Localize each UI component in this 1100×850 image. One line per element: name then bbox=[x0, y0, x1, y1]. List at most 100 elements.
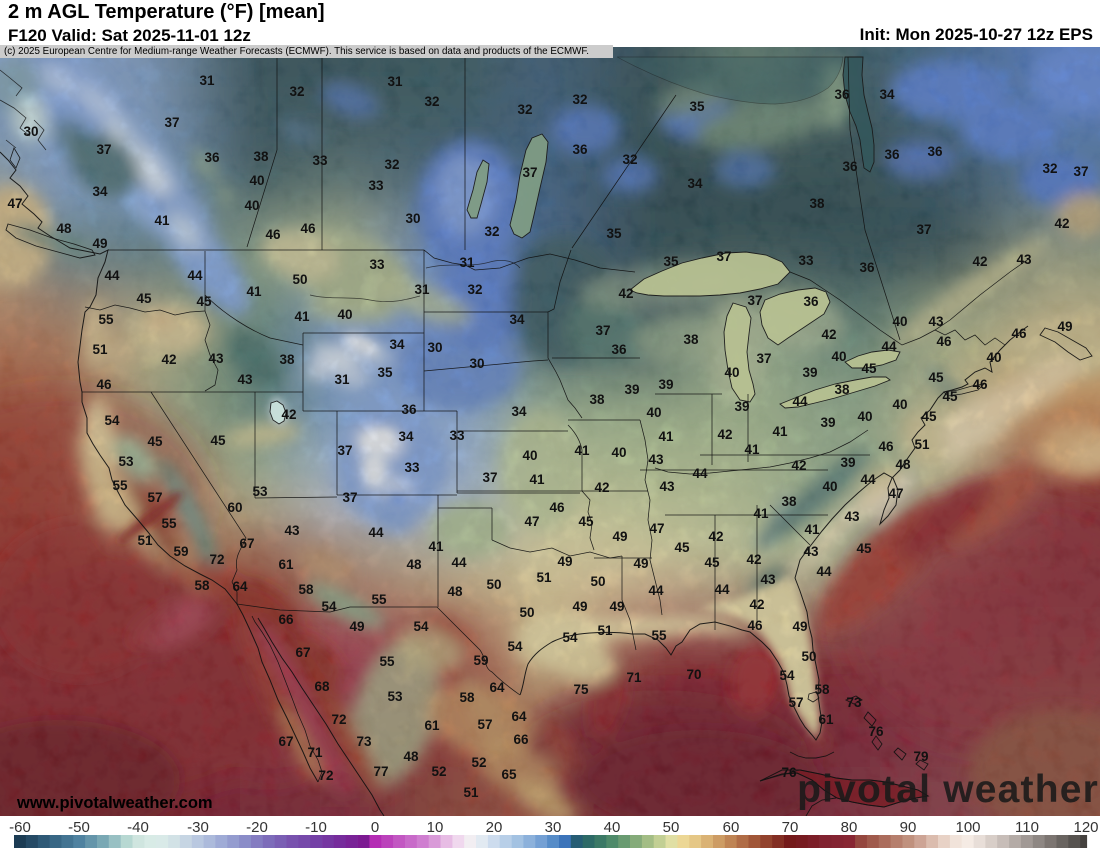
svg-text:36: 36 bbox=[611, 342, 627, 357]
svg-text:58: 58 bbox=[459, 690, 475, 705]
svg-text:37: 37 bbox=[482, 470, 497, 485]
svg-text:42: 42 bbox=[821, 327, 836, 342]
svg-text:42: 42 bbox=[594, 480, 609, 495]
svg-text:40: 40 bbox=[337, 307, 352, 322]
svg-text:31: 31 bbox=[334, 372, 350, 387]
svg-text:58: 58 bbox=[298, 582, 314, 597]
svg-text:42: 42 bbox=[708, 529, 723, 544]
svg-text:44: 44 bbox=[648, 583, 664, 598]
svg-text:72: 72 bbox=[331, 712, 346, 727]
svg-text:75: 75 bbox=[573, 682, 589, 697]
svg-text:41: 41 bbox=[154, 213, 170, 228]
svg-text:43: 43 bbox=[648, 452, 664, 467]
svg-text:55: 55 bbox=[651, 628, 667, 643]
svg-text:58: 58 bbox=[814, 682, 830, 697]
svg-text:30: 30 bbox=[405, 211, 420, 226]
svg-text:72: 72 bbox=[318, 768, 333, 783]
svg-text:40: 40 bbox=[986, 350, 1001, 365]
svg-text:54: 54 bbox=[104, 413, 120, 428]
svg-text:40: 40 bbox=[822, 479, 837, 494]
svg-text:64: 64 bbox=[232, 579, 248, 594]
svg-text:55: 55 bbox=[98, 312, 114, 327]
svg-text:45: 45 bbox=[196, 294, 212, 309]
svg-text:46: 46 bbox=[300, 221, 316, 236]
svg-text:49: 49 bbox=[572, 599, 587, 614]
svg-text:38: 38 bbox=[683, 332, 699, 347]
svg-text:59: 59 bbox=[173, 544, 188, 559]
svg-text:42: 42 bbox=[161, 352, 176, 367]
svg-text:51: 51 bbox=[463, 785, 479, 800]
svg-text:66: 66 bbox=[278, 612, 294, 627]
svg-text:50: 50 bbox=[292, 272, 307, 287]
svg-text:33: 33 bbox=[798, 253, 814, 268]
svg-text:57: 57 bbox=[477, 717, 492, 732]
svg-text:61: 61 bbox=[818, 712, 834, 727]
svg-text:51: 51 bbox=[536, 570, 552, 585]
svg-text:37: 37 bbox=[164, 115, 179, 130]
svg-text:40: 40 bbox=[831, 349, 846, 364]
svg-text:43: 43 bbox=[237, 372, 253, 387]
svg-text:48: 48 bbox=[406, 557, 422, 572]
svg-text:www.pivotalweather.com: www.pivotalweather.com bbox=[16, 794, 213, 812]
svg-text:42: 42 bbox=[618, 286, 633, 301]
svg-text:44: 44 bbox=[368, 525, 384, 540]
svg-text:61: 61 bbox=[278, 557, 294, 572]
svg-text:49: 49 bbox=[92, 236, 107, 251]
svg-text:49: 49 bbox=[349, 619, 364, 634]
svg-text:40: 40 bbox=[249, 173, 264, 188]
svg-text:36: 36 bbox=[884, 147, 900, 162]
svg-text:37: 37 bbox=[522, 165, 537, 180]
svg-text:44: 44 bbox=[104, 268, 120, 283]
svg-text:45: 45 bbox=[856, 541, 872, 556]
svg-text:39: 39 bbox=[658, 377, 673, 392]
svg-text:70: 70 bbox=[686, 667, 701, 682]
svg-text:36: 36 bbox=[204, 150, 220, 165]
svg-text:31: 31 bbox=[387, 74, 403, 89]
svg-text:50: 50 bbox=[519, 605, 534, 620]
svg-text:40: 40 bbox=[522, 448, 537, 463]
svg-text:34: 34 bbox=[511, 404, 527, 419]
svg-text:48: 48 bbox=[447, 584, 463, 599]
svg-text:41: 41 bbox=[246, 284, 262, 299]
svg-text:45: 45 bbox=[928, 370, 944, 385]
svg-text:39: 39 bbox=[734, 399, 749, 414]
svg-text:41: 41 bbox=[574, 443, 590, 458]
svg-text:44: 44 bbox=[714, 582, 730, 597]
svg-text:71: 71 bbox=[626, 670, 642, 685]
svg-text:43: 43 bbox=[659, 479, 675, 494]
svg-text:35: 35 bbox=[663, 254, 679, 269]
svg-text:49: 49 bbox=[1057, 319, 1072, 334]
svg-text:46: 46 bbox=[972, 377, 988, 392]
svg-text:39: 39 bbox=[840, 455, 855, 470]
svg-text:54: 54 bbox=[779, 668, 795, 683]
svg-text:46: 46 bbox=[747, 618, 763, 633]
svg-text:41: 41 bbox=[753, 506, 769, 521]
svg-text:68: 68 bbox=[314, 679, 330, 694]
svg-text:49: 49 bbox=[609, 599, 624, 614]
svg-text:32: 32 bbox=[484, 224, 499, 239]
svg-text:57: 57 bbox=[788, 695, 803, 710]
svg-text:71: 71 bbox=[307, 745, 323, 760]
svg-text:49: 49 bbox=[612, 529, 627, 544]
svg-text:34: 34 bbox=[389, 337, 405, 352]
svg-text:36: 36 bbox=[842, 159, 858, 174]
svg-text:33: 33 bbox=[369, 257, 385, 272]
svg-text:49: 49 bbox=[557, 554, 572, 569]
svg-text:32: 32 bbox=[1042, 161, 1057, 176]
svg-text:46: 46 bbox=[936, 334, 952, 349]
svg-text:39: 39 bbox=[624, 382, 639, 397]
svg-text:37: 37 bbox=[747, 293, 762, 308]
svg-text:36: 36 bbox=[572, 142, 588, 157]
svg-text:37: 37 bbox=[337, 443, 352, 458]
svg-text:42: 42 bbox=[1054, 216, 1069, 231]
svg-text:65: 65 bbox=[501, 767, 517, 782]
svg-text:45: 45 bbox=[704, 555, 720, 570]
svg-text:51: 51 bbox=[597, 623, 613, 638]
svg-text:45: 45 bbox=[578, 514, 594, 529]
svg-text:32: 32 bbox=[424, 94, 439, 109]
svg-text:46: 46 bbox=[265, 227, 281, 242]
svg-text:35: 35 bbox=[377, 365, 393, 380]
svg-text:32: 32 bbox=[289, 84, 304, 99]
svg-text:44: 44 bbox=[816, 564, 832, 579]
svg-text:39: 39 bbox=[820, 415, 835, 430]
